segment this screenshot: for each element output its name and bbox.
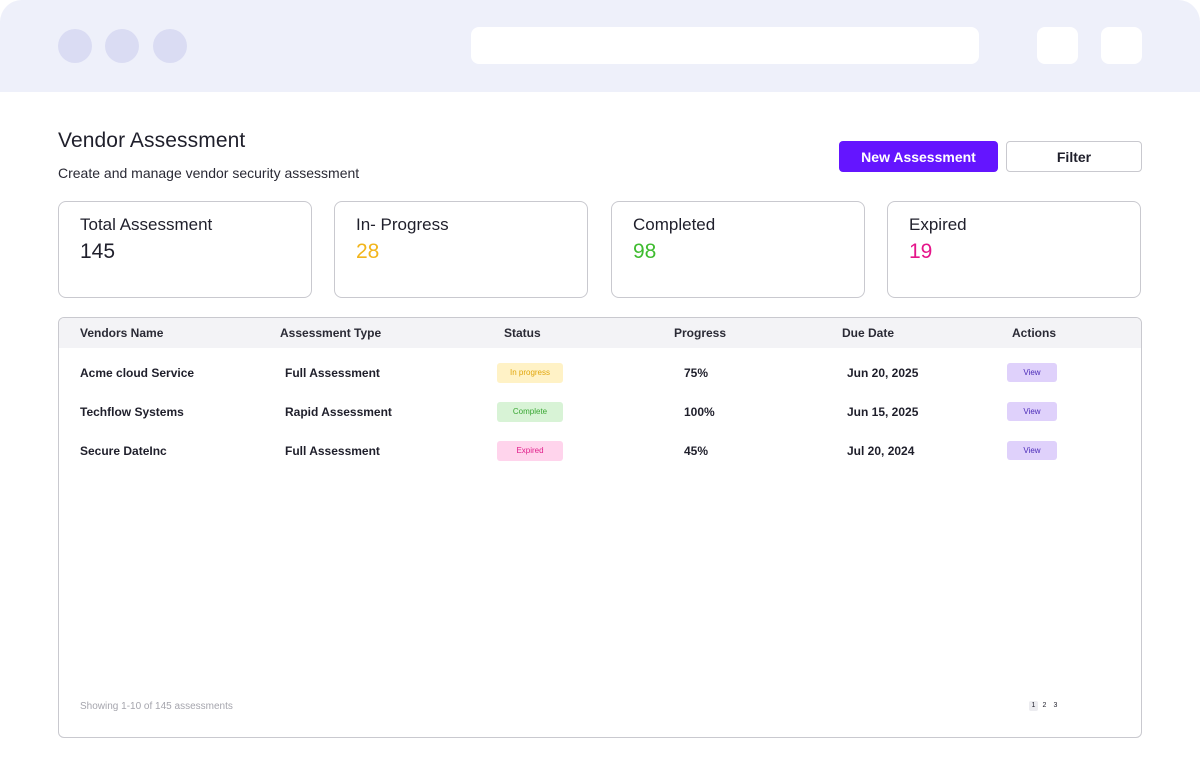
stat-value: 145 <box>80 240 116 263</box>
pagination-summary: Showing 1-10 of 145 assessments <box>80 701 233 712</box>
column-header-type[interactable]: Assessment Type <box>280 326 382 340</box>
stat-card-completed: Completed 98 <box>611 201 865 298</box>
assessment-type: Rapid Assessment <box>285 405 392 419</box>
page-link[interactable]: 2 <box>1042 702 1047 709</box>
status-badge: Complete <box>497 402 563 422</box>
page-title: Vendor Assessment <box>58 129 246 152</box>
stat-label: Expired <box>909 215 967 234</box>
due-date: Jun 15, 2025 <box>847 405 919 419</box>
window-control-dot[interactable] <box>105 29 139 63</box>
column-header-due-date[interactable]: Due Date <box>842 326 895 340</box>
view-button[interactable]: View <box>1007 402 1057 421</box>
stat-card-in-progress: In- Progress 28 <box>334 201 588 298</box>
column-header-status[interactable]: Status <box>504 326 541 340</box>
vendor-name: Acme cloud Service <box>80 366 195 380</box>
due-date: Jun 20, 2025 <box>847 366 919 380</box>
page-link[interactable]: 1 <box>1029 701 1038 711</box>
stat-value: 28 <box>356 240 380 263</box>
view-button[interactable]: View <box>1007 363 1057 382</box>
status-badge: In progress <box>497 363 563 383</box>
vendor-name: Techflow Systems <box>80 405 184 419</box>
progress-value: 100% <box>684 405 715 419</box>
stat-value: 98 <box>633 240 657 263</box>
stat-value: 19 <box>909 240 933 263</box>
address-bar[interactable] <box>471 27 979 64</box>
browser-chrome <box>0 0 1200 92</box>
vendor-name: Secure DateInc <box>80 444 167 458</box>
pagination: 1 2 3 <box>1029 701 1060 711</box>
table-header: Vendors Name Assessment Type Status Prog… <box>59 318 1141 348</box>
stat-label: In- Progress <box>356 215 449 234</box>
filter-button[interactable]: Filter <box>1006 141 1142 172</box>
browser-action-button[interactable] <box>1101 27 1142 64</box>
page-subtitle: Create and manage vendor security assess… <box>58 165 360 181</box>
due-date: Jul 20, 2024 <box>847 444 915 458</box>
table-row[interactable]: Secure DateInc Full Assessment Expired 4… <box>59 441 1141 471</box>
stat-label: Completed <box>633 215 716 234</box>
window-control-dot[interactable] <box>58 29 92 63</box>
column-header-actions: Actions <box>1012 326 1057 340</box>
progress-value: 45% <box>684 444 709 458</box>
stat-card-total: Total Assessment 145 <box>58 201 312 298</box>
assessments-table: Vendors Name Assessment Type Status Prog… <box>58 317 1142 738</box>
stat-label: Total Assessment <box>80 215 213 234</box>
assessment-type: Full Assessment <box>285 444 380 458</box>
status-badge: Expired <box>497 441 563 461</box>
stat-card-expired: Expired 19 <box>887 201 1141 298</box>
column-header-vendor[interactable]: Vendors Name <box>80 326 164 340</box>
table-row[interactable]: Techflow Systems Rapid Assessment Comple… <box>59 402 1141 432</box>
column-header-progress[interactable]: Progress <box>674 326 727 340</box>
browser-action-button[interactable] <box>1037 27 1078 64</box>
new-assessment-button[interactable]: New Assessment <box>839 141 998 172</box>
page-link[interactable]: 3 <box>1053 702 1058 709</box>
assessment-type: Full Assessment <box>285 366 380 380</box>
window-control-dot[interactable] <box>153 29 187 63</box>
view-button[interactable]: View <box>1007 441 1057 460</box>
progress-value: 75% <box>684 366 709 380</box>
table-row[interactable]: Acme cloud Service Full Assessment In pr… <box>59 363 1141 393</box>
